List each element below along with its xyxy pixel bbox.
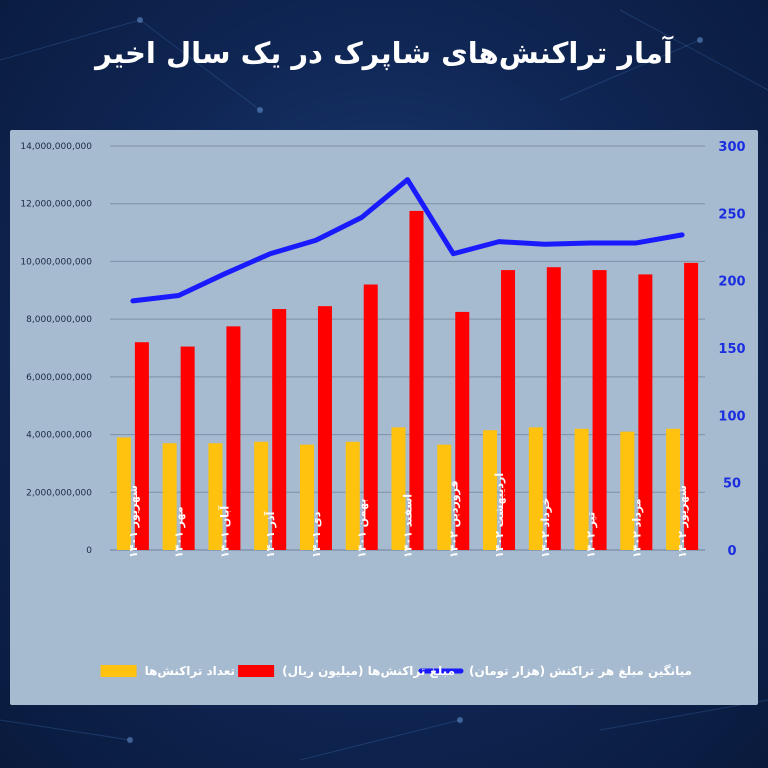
category-label: دی ۱۴۰۱	[310, 511, 323, 558]
count-bar	[254, 441, 269, 550]
legend-bar-swatch	[100, 665, 137, 677]
right-tick-label: 50	[723, 477, 741, 492]
average-amount-point	[132, 300, 134, 302]
count-bar	[528, 427, 543, 550]
count-bar	[345, 441, 360, 550]
left-tick-label: 8,000,000,000	[26, 315, 92, 325]
average-amount-point	[269, 253, 271, 255]
average-amount-point	[681, 234, 683, 236]
amount-bar	[501, 270, 516, 550]
count-bar	[299, 444, 314, 550]
count-bar	[620, 431, 635, 550]
average-amount-point	[590, 242, 592, 244]
category-label: فروردین ۱۴۰۲	[447, 480, 460, 558]
amount-bar	[317, 306, 332, 550]
left-tick-label: 4,000,000,000	[26, 431, 92, 441]
count-bar	[162, 443, 177, 550]
category-label: آبان ۱۴۰۱	[217, 506, 231, 558]
category-label: شهریور ۱۴۰۲	[676, 485, 689, 558]
count-bar	[483, 430, 498, 550]
count-bar	[574, 428, 589, 550]
chart-title: آمار تراکنش‌های شاپرک در یک سال اخیر	[95, 36, 673, 70]
category-label: خرداد ۱۴۰۲	[539, 497, 552, 558]
category-label: آذر ۱۴۰۱	[263, 511, 277, 558]
left-tick-label: 0	[86, 546, 92, 556]
legend-bar-swatch	[238, 665, 275, 677]
legend-label: میانگین مبلغ هر تراکنش (هزار تومان)	[469, 664, 692, 679]
average-amount-point	[223, 273, 225, 275]
category-label: تیر ۱۴۰۲	[585, 512, 598, 558]
amount-bar	[272, 309, 287, 550]
left-tick-label: 2,000,000,000	[26, 488, 92, 498]
count-bar	[391, 427, 406, 550]
amount-bar	[684, 262, 699, 550]
average-amount-point	[361, 216, 363, 218]
right-tick-label: 0	[727, 544, 736, 559]
count-bar	[116, 437, 131, 550]
legend-label: مبلغ تراکنش‌ها (میلیون ریال)	[282, 664, 455, 679]
chart: 0 2,000,000,000 4,000,000,000 6,000,000,000…	[20, 140, 745, 679]
legend-label: تعداد تراکنش‌ها	[145, 664, 235, 678]
right-tick-label: 250	[718, 207, 745, 222]
count-bar	[437, 444, 452, 550]
category-label: شهریور ۱۴۰۱	[127, 485, 140, 558]
average-amount-point	[635, 242, 637, 244]
right-tick-label: 150	[718, 342, 745, 357]
amount-bar	[455, 311, 470, 550]
average-amount-point	[315, 239, 317, 241]
category-label: بهمن ۱۴۰۱	[356, 499, 369, 558]
category-label: مهر ۱۴۰۱	[173, 506, 186, 558]
amount-bar	[226, 326, 241, 550]
amount-bar	[134, 342, 149, 550]
left-tick-label: 14,000,000,000	[20, 142, 92, 152]
chart-panel	[10, 130, 758, 705]
left-tick-label: 6,000,000,000	[26, 373, 92, 383]
left-tick-label: 12,000,000,000	[20, 200, 92, 210]
left-tick-label: 10,000,000,000	[20, 257, 92, 267]
count-bar	[208, 443, 223, 550]
right-tick-label: 200	[718, 275, 745, 290]
amount-bar	[592, 270, 607, 550]
average-amount-point	[498, 241, 500, 243]
amount-bar	[409, 210, 424, 550]
average-amount-point	[452, 253, 454, 255]
amount-bar	[638, 274, 653, 550]
amount-bar	[363, 284, 378, 550]
category-label: اسفند ۱۴۰۱	[402, 494, 415, 558]
right-tick-label: 100	[718, 409, 745, 424]
category-label: اردیبهشت ۱۴۰۲	[493, 473, 506, 558]
average-amount-point	[407, 179, 408, 181]
amount-bar	[180, 346, 195, 550]
average-amount-point	[178, 294, 180, 296]
count-bar	[666, 428, 681, 550]
category-label: مرداد ۱۴۰۲	[630, 499, 643, 558]
amount-bar	[546, 267, 561, 550]
average-amount-point	[544, 243, 546, 245]
right-tick-label: 300	[718, 140, 745, 155]
